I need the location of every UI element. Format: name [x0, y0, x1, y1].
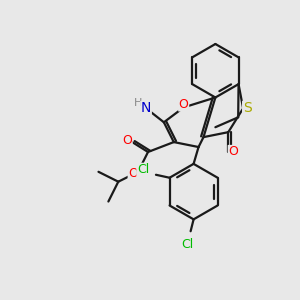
Text: O: O [228, 146, 238, 158]
Text: H: H [134, 98, 142, 108]
Text: Cl: Cl [182, 238, 194, 250]
Text: Cl: Cl [137, 163, 149, 176]
Text: O: O [179, 98, 189, 111]
Text: O: O [128, 167, 138, 180]
Text: O: O [122, 134, 132, 147]
Text: S: S [243, 101, 251, 116]
Text: N: N [141, 101, 151, 116]
